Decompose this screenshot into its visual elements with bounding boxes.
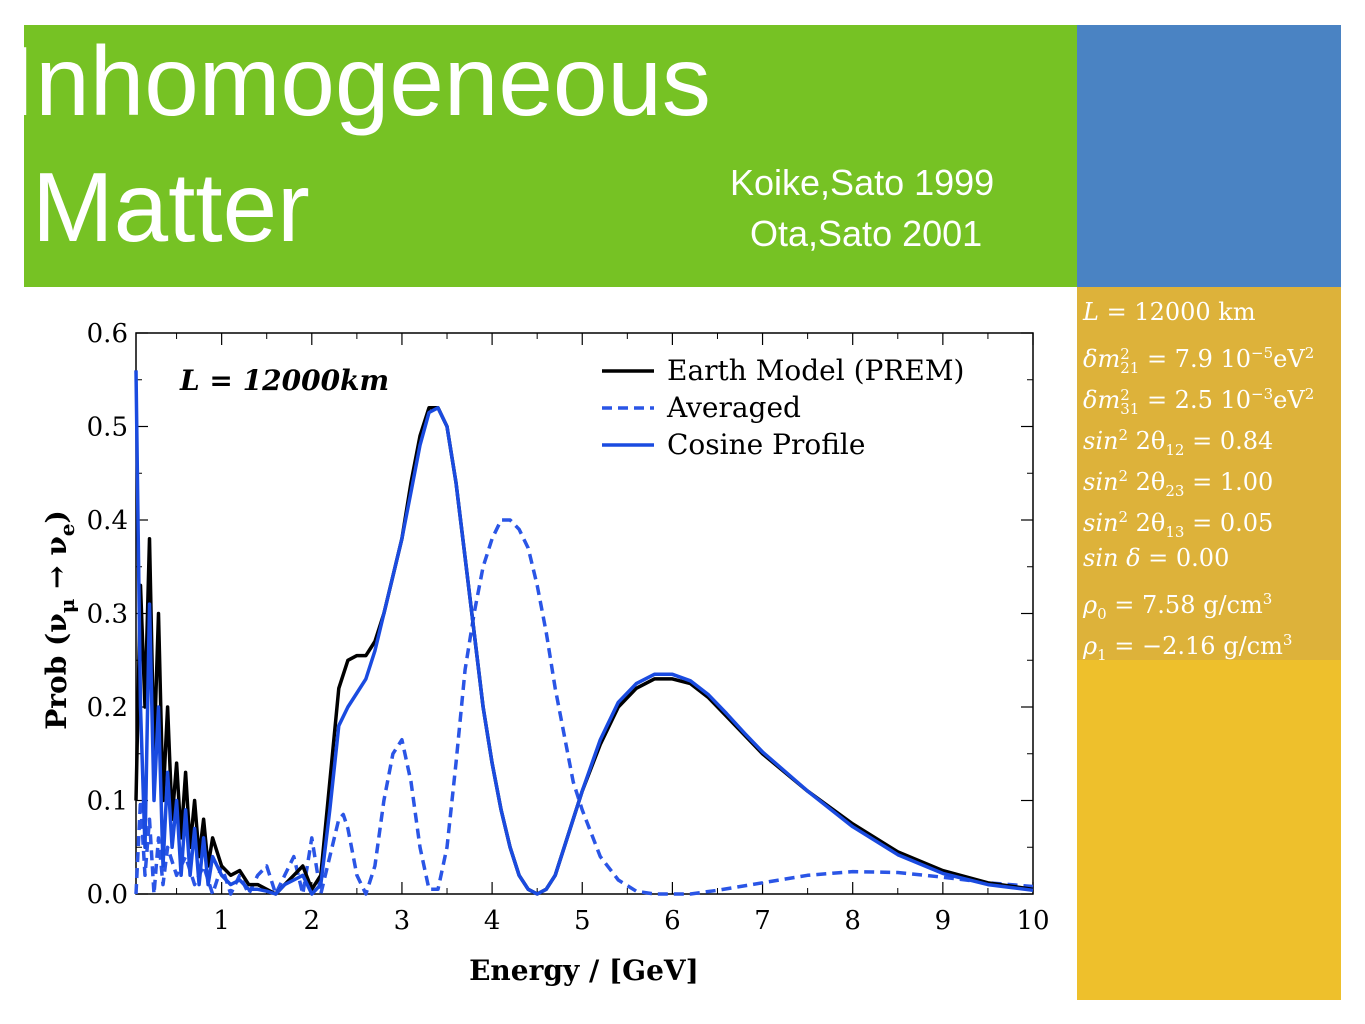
parameter-panel: L = 12000 km δm 2 21 = 7.9 10−5eV2 δm 2 31 = 2…	[1077, 287, 1341, 664]
x-tick-label: 7	[754, 906, 771, 936]
annotation-label: L = 12000km	[179, 364, 389, 397]
x-tick-label: 3	[394, 906, 411, 936]
y-tick-label: 0.0	[87, 880, 128, 910]
y-axis-label-part: → ν	[40, 536, 73, 598]
y-tick-label: 0.6	[87, 319, 128, 349]
parameter-line: sin2 2θ23 = 1.00	[1083, 467, 1274, 500]
page-title-line1: Inhomogeneous	[8, 26, 711, 136]
x-tick-label: 5	[574, 906, 591, 936]
legend-label: Earth Model (PREM)	[667, 354, 964, 387]
x-tick-label: 6	[664, 906, 681, 936]
parameter-line: ρ0 = 7.58 g/cm3	[1083, 590, 1273, 623]
x-axis-label: Energy / [GeV]	[469, 954, 699, 987]
y-axis-label-part: e	[55, 524, 79, 537]
blue-decor-box	[1077, 25, 1341, 287]
oscillation-probability-chart: 1 2 3 4 5 6 7 8 9 10 0.0 0.1 0.2 0.3 0.4 0.5 0.6 L = 120…	[40, 319, 1050, 987]
y-axis-label-part: μ	[55, 599, 79, 614]
y-axis-label-part: Prob (ν	[40, 613, 73, 729]
parameter-line: δm 2 21 = 7.9 10−5eV2	[1083, 344, 1315, 377]
parameter-line: ρ1 = −2.16 g/cm3	[1083, 631, 1293, 664]
legend-label: Cosine Profile	[667, 428, 865, 461]
series-line-2	[134, 370, 1034, 896]
parameter-line: sin δ = 0.00	[1083, 544, 1230, 572]
parameter-line: sin2 2θ13 = 0.05	[1083, 508, 1274, 541]
y-tick-label: 0.3	[87, 600, 128, 630]
yellow-decor-box	[1077, 660, 1341, 1000]
y-axis-label-part: )	[40, 510, 73, 523]
reference-koike-sato: Koike,Sato 1999	[730, 162, 995, 203]
legend-label: Averaged	[666, 391, 801, 424]
x-tick-label: 2	[304, 906, 321, 936]
parameter-line: L = 12000 km	[1083, 298, 1256, 326]
x-tick-label: 4	[484, 906, 501, 936]
x-tick-label: 9	[935, 906, 952, 936]
series-line-1	[134, 518, 1034, 896]
x-tick-label: 1	[213, 906, 230, 936]
title-band	[24, 25, 1077, 287]
page-title-line2: Matter	[32, 152, 310, 262]
y-axis-label: Prob (νμ → νe)	[40, 510, 79, 730]
x-tick-label: 8	[844, 906, 861, 936]
parameter-line: sin2 2θ12 = 0.84	[1083, 426, 1274, 459]
y-tick-label: 0.5	[87, 413, 128, 443]
plot-frame	[135, 332, 1034, 895]
y-tick-label: 0.1	[87, 787, 128, 817]
y-tick-label: 0.4	[87, 506, 128, 536]
y-tick-label: 0.2	[87, 693, 128, 723]
reference-ota-sato: Ota,Sato 2001	[750, 213, 983, 254]
x-tick-label: 10	[1016, 906, 1049, 936]
series-line-0	[134, 406, 1034, 896]
parameter-line: δm 2 31 = 2.5 10−3eV2	[1083, 385, 1315, 418]
